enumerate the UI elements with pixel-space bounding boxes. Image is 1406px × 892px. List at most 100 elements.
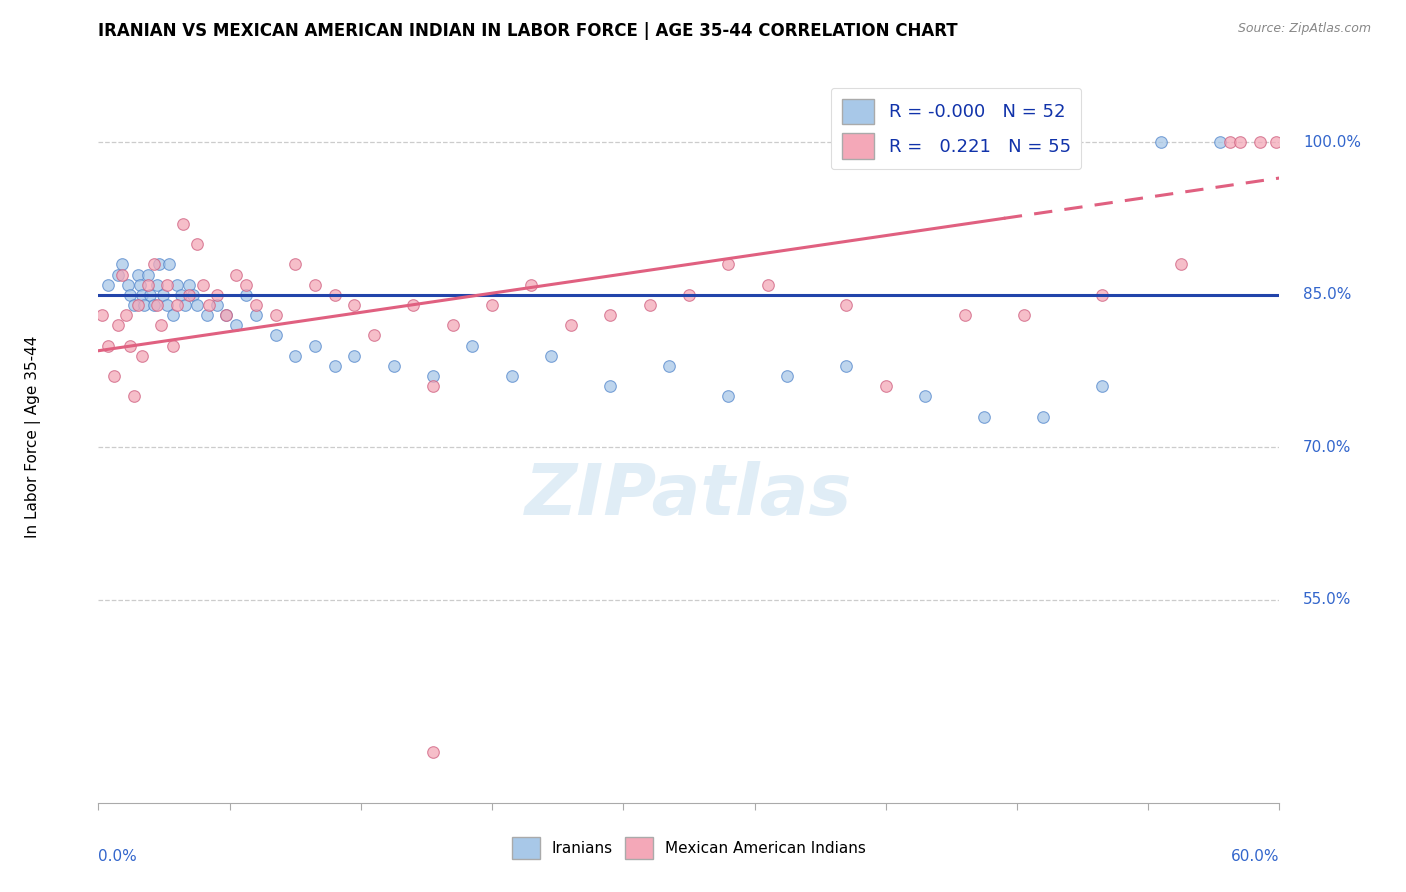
Point [776, 369, 799, 384]
Point [111, 257, 134, 271]
Point [152, 288, 174, 302]
Legend: Iranians, Mexican American Indians: Iranians, Mexican American Indians [506, 830, 872, 864]
Point [461, 339, 484, 353]
Point [128, 277, 150, 292]
Text: IRANIAN VS MEXICAN AMERICAN INDIAN IN LABOR FORCE | AGE 35-44 CORRELATION CHART: IRANIAN VS MEXICAN AMERICAN INDIAN IN LA… [98, 22, 957, 40]
Text: 60.0%: 60.0% [1232, 848, 1279, 863]
Point [678, 288, 700, 302]
Text: In Labor Force | Age 35-44: In Labor Force | Age 35-44 [25, 336, 41, 538]
Point [117, 277, 139, 292]
Point [540, 349, 562, 363]
Point [166, 277, 188, 292]
Point [136, 277, 159, 292]
Point [264, 308, 287, 322]
Point [132, 298, 155, 312]
Text: 100.0%: 100.0% [1303, 135, 1361, 150]
Point [323, 288, 346, 302]
Point [1219, 136, 1241, 150]
Point [195, 308, 218, 322]
Text: 55.0%: 55.0% [1303, 592, 1351, 607]
Point [131, 349, 153, 363]
Point [245, 308, 267, 322]
Point [599, 379, 621, 393]
Point [197, 298, 219, 312]
Text: 70.0%: 70.0% [1303, 440, 1351, 455]
Point [162, 308, 184, 322]
Text: ZIPatlas: ZIPatlas [526, 461, 852, 530]
Point [103, 369, 125, 384]
Point [156, 298, 179, 312]
Point [1032, 409, 1054, 424]
Point [1264, 136, 1286, 150]
Point [953, 308, 976, 322]
Point [107, 318, 129, 333]
Point [148, 257, 170, 271]
Point [1091, 379, 1114, 393]
Point [235, 277, 257, 292]
Point [205, 288, 228, 302]
Point [245, 298, 267, 312]
Point [1209, 136, 1232, 150]
Text: Source: ZipAtlas.com: Source: ZipAtlas.com [1237, 22, 1371, 36]
Point [205, 298, 228, 312]
Point [115, 308, 138, 322]
Point [156, 277, 179, 292]
Point [215, 308, 238, 322]
Point [284, 349, 307, 363]
Point [138, 288, 160, 302]
Point [501, 369, 523, 384]
Point [560, 318, 582, 333]
Point [717, 257, 740, 271]
Point [107, 268, 129, 282]
Point [284, 257, 307, 271]
Point [756, 277, 779, 292]
Point [1012, 308, 1035, 322]
Point [225, 318, 247, 333]
Point [215, 308, 238, 322]
Point [166, 298, 188, 312]
Point [162, 339, 184, 353]
Point [1249, 136, 1271, 150]
Point [835, 298, 858, 312]
Point [136, 268, 159, 282]
Point [97, 277, 120, 292]
Point [122, 389, 145, 403]
Point [142, 298, 165, 312]
Point [111, 268, 134, 282]
Point [422, 369, 444, 384]
Text: 85.0%: 85.0% [1303, 287, 1351, 302]
Point [97, 339, 120, 353]
Point [638, 298, 661, 312]
Point [170, 288, 193, 302]
Point [481, 298, 503, 312]
Point [304, 339, 326, 353]
Point [973, 409, 995, 424]
Point [150, 318, 173, 333]
Point [146, 298, 169, 312]
Point [599, 308, 621, 322]
Point [122, 298, 145, 312]
Point [146, 277, 169, 292]
Point [343, 349, 366, 363]
Point [131, 288, 153, 302]
Point [1150, 136, 1173, 150]
Point [181, 288, 204, 302]
Point [323, 359, 346, 373]
Point [343, 298, 366, 312]
Point [118, 288, 141, 302]
Point [422, 745, 444, 759]
Point [717, 389, 740, 403]
Point [914, 389, 936, 403]
Point [1170, 257, 1192, 271]
Point [174, 298, 197, 312]
Point [402, 298, 425, 312]
Point [235, 288, 257, 302]
Point [1091, 288, 1114, 302]
Point [1229, 136, 1251, 150]
Point [225, 268, 247, 282]
Point [186, 237, 208, 252]
Point [127, 268, 149, 282]
Point [191, 277, 214, 292]
Point [142, 257, 165, 271]
Point [264, 328, 287, 343]
